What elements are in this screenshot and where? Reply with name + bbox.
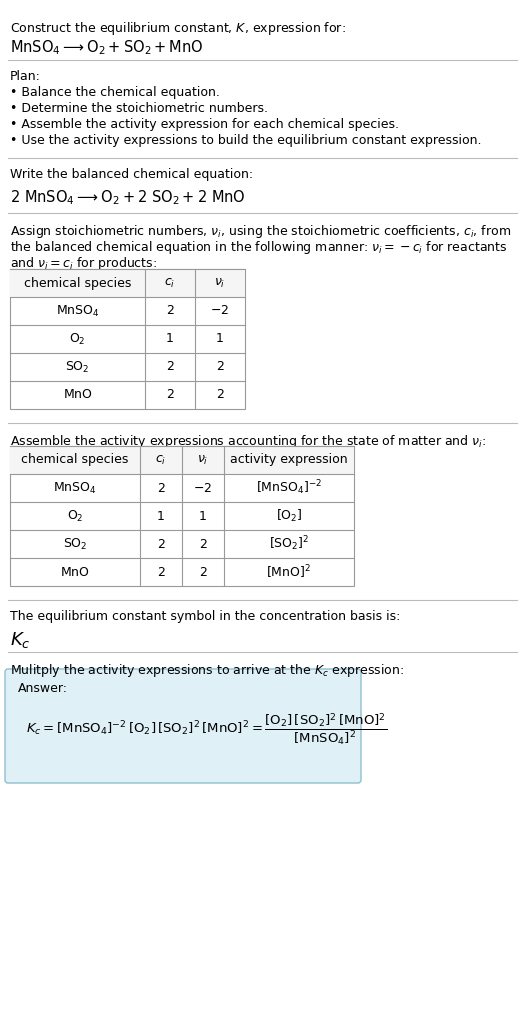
Text: • Determine the stoichiometric numbers.: • Determine the stoichiometric numbers.	[10, 102, 268, 115]
Text: $\mathrm{MnO}$: $\mathrm{MnO}$	[60, 566, 90, 579]
Text: $-2$: $-2$	[193, 482, 213, 495]
Text: 2: 2	[166, 389, 174, 402]
Text: the balanced chemical equation in the following manner: $\nu_i = -c_i$ for react: the balanced chemical equation in the fo…	[10, 239, 508, 256]
Text: $[\mathrm{MnSO_4}]^{-2}$: $[\mathrm{MnSO_4}]^{-2}$	[256, 479, 322, 497]
Text: The equilibrium constant symbol in the concentration basis is:: The equilibrium constant symbol in the c…	[10, 610, 401, 623]
Text: 1: 1	[216, 332, 224, 345]
Text: $-2$: $-2$	[211, 304, 229, 317]
Text: chemical species: chemical species	[22, 453, 129, 467]
Text: Construct the equilibrium constant, $K$, expression for:: Construct the equilibrium constant, $K$,…	[10, 20, 346, 37]
Text: • Balance the chemical equation.: • Balance the chemical equation.	[10, 86, 220, 99]
Bar	[10, 269, 245, 409]
Text: $K_c = [\mathrm{MnSO_4}]^{-2}\,[\mathrm{O_2}]\,[\mathrm{SO_2}]^2\,[\mathrm{MnO}]: $K_c = [\mathrm{MnSO_4}]^{-2}\,[\mathrm{…	[26, 712, 387, 748]
Text: Assign stoichiometric numbers, $\nu_i$, using the stoichiometric coefficients, $: Assign stoichiometric numbers, $\nu_i$, …	[10, 223, 511, 240]
Text: 2: 2	[216, 361, 224, 374]
Text: Plan:: Plan:	[10, 70, 41, 83]
Text: Write the balanced chemical equation:: Write the balanced chemical equation:	[10, 168, 253, 181]
Text: • Assemble the activity expression for each chemical species.: • Assemble the activity expression for e…	[10, 118, 399, 131]
Text: $\nu_i$: $\nu_i$	[197, 453, 208, 467]
Text: • Use the activity expressions to build the equilibrium constant expression.: • Use the activity expressions to build …	[10, 134, 481, 147]
Text: $\mathrm{SO_2}$: $\mathrm{SO_2}$	[63, 536, 87, 551]
Bar	[10, 269, 245, 297]
Text: $\nu_i$: $\nu_i$	[214, 277, 226, 290]
Text: 1: 1	[166, 332, 174, 345]
FancyBboxPatch shape	[5, 669, 361, 783]
Text: $c_i$: $c_i$	[164, 277, 176, 290]
Text: and $\nu_i = c_i$ for products:: and $\nu_i = c_i$ for products:	[10, 255, 157, 272]
Text: Mulitply the activity expressions to arrive at the $K_c$ expression:: Mulitply the activity expressions to arr…	[10, 662, 404, 679]
Text: 2: 2	[157, 566, 165, 579]
Text: 2: 2	[166, 361, 174, 374]
Bar	[10, 446, 354, 586]
Text: Assemble the activity expressions accounting for the state of matter and $\nu_i$: Assemble the activity expressions accoun…	[10, 433, 486, 450]
Text: 1: 1	[157, 509, 165, 522]
Text: $\mathrm{O_2}$: $\mathrm{O_2}$	[67, 508, 83, 523]
Bar	[10, 446, 354, 474]
Text: $[\mathrm{SO_2}]^2$: $[\mathrm{SO_2}]^2$	[269, 534, 309, 553]
Text: $\mathrm{MnSO_4} \longrightarrow \mathrm{O_2 + SO_2 + MnO}$: $\mathrm{MnSO_4} \longrightarrow \mathrm…	[10, 38, 204, 57]
Text: $\mathrm{MnO}$: $\mathrm{MnO}$	[62, 389, 92, 402]
Text: $[\mathrm{MnO}]^2$: $[\mathrm{MnO}]^2$	[267, 564, 311, 581]
Text: 1: 1	[199, 509, 207, 522]
Text: activity expression: activity expression	[230, 453, 348, 467]
Text: $\mathrm{MnSO_4}$: $\mathrm{MnSO_4}$	[53, 481, 97, 496]
Text: $K_c$: $K_c$	[10, 630, 30, 650]
Text: 2: 2	[157, 482, 165, 495]
Text: Answer:: Answer:	[18, 682, 68, 695]
Text: $c_i$: $c_i$	[155, 453, 166, 467]
Text: 2: 2	[166, 304, 174, 317]
Text: $[\mathrm{O_2}]$: $[\mathrm{O_2}]$	[276, 508, 302, 524]
Text: 2: 2	[157, 537, 165, 550]
Text: 2: 2	[216, 389, 224, 402]
Text: 2: 2	[199, 537, 207, 550]
Text: 2: 2	[199, 566, 207, 579]
Text: $\mathrm{SO_2}$: $\mathrm{SO_2}$	[65, 360, 90, 375]
Text: $\mathrm{2\ MnSO_4 \longrightarrow O_2 + 2\ SO_2 + 2\ MnO}$: $\mathrm{2\ MnSO_4 \longrightarrow O_2 +…	[10, 188, 246, 207]
Text: chemical species: chemical species	[24, 277, 131, 290]
Text: $\mathrm{O_2}$: $\mathrm{O_2}$	[69, 331, 86, 346]
Text: $\mathrm{MnSO_4}$: $\mathrm{MnSO_4}$	[56, 303, 99, 318]
